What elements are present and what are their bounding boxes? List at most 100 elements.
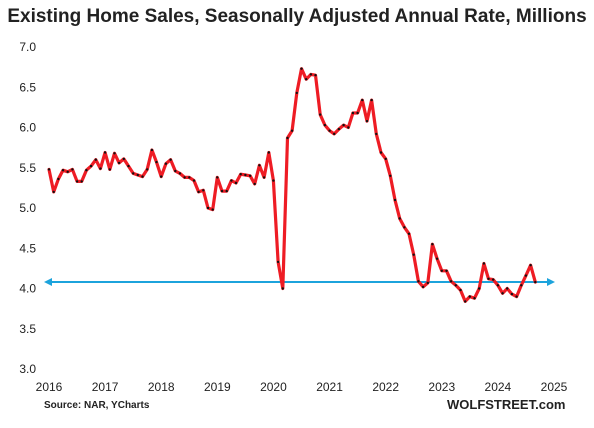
data-point xyxy=(75,180,79,183)
reference-arrow-left xyxy=(44,278,52,287)
data-point xyxy=(524,274,528,277)
data-point xyxy=(239,173,242,176)
data-point xyxy=(319,113,322,116)
data-point xyxy=(389,174,392,177)
data-point xyxy=(117,161,121,165)
data-point xyxy=(300,67,303,70)
x-tick-label: 2017 xyxy=(92,380,119,394)
data-point xyxy=(290,129,294,132)
data-point xyxy=(421,285,425,289)
data-point xyxy=(234,181,238,185)
data-point xyxy=(276,260,280,264)
data-point xyxy=(407,232,411,235)
data-point xyxy=(403,226,406,229)
data-point xyxy=(103,151,107,154)
data-point xyxy=(459,288,462,292)
data-point xyxy=(492,278,495,281)
data-point xyxy=(478,287,481,290)
data-point xyxy=(248,174,252,177)
data-point xyxy=(262,176,266,179)
data-point xyxy=(496,284,500,287)
data-point xyxy=(435,257,439,260)
data-point xyxy=(150,148,154,152)
reference-arrow-right xyxy=(547,278,555,287)
data-point xyxy=(169,158,172,161)
x-tick-label: 2024 xyxy=(485,380,512,394)
data-point xyxy=(333,132,336,136)
data-point xyxy=(183,176,186,179)
data-point xyxy=(192,179,196,182)
data-point xyxy=(164,162,168,165)
data-point xyxy=(510,292,514,296)
y-tick-label: 3.5 xyxy=(19,322,36,336)
data-point xyxy=(487,277,490,280)
data-point xyxy=(47,168,51,171)
series-layer xyxy=(47,67,537,303)
y-tick-label: 5.5 xyxy=(19,161,36,175)
y-tick-label: 6.0 xyxy=(19,121,36,135)
data-point xyxy=(174,169,177,173)
data-point xyxy=(220,189,224,193)
data-point xyxy=(351,111,355,115)
series-line xyxy=(47,67,537,303)
data-point xyxy=(309,73,313,76)
source-note: Source: NAR, YCharts xyxy=(44,400,150,411)
data-point xyxy=(272,179,275,182)
data-point xyxy=(515,295,518,298)
data-point xyxy=(342,123,345,127)
data-point xyxy=(206,206,210,210)
reference-line-layer xyxy=(44,278,555,287)
brand-mark: WOLFSTREET.com xyxy=(447,397,566,412)
x-tick-label: 2020 xyxy=(260,380,287,394)
data-point xyxy=(258,164,261,167)
data-point xyxy=(529,264,532,267)
data-point xyxy=(155,160,158,164)
data-point xyxy=(520,284,523,287)
data-point xyxy=(426,281,429,285)
data-point xyxy=(216,176,219,179)
data-point xyxy=(501,292,504,295)
data-point xyxy=(230,179,233,182)
data-point xyxy=(398,217,401,220)
data-point xyxy=(267,151,270,154)
data-point xyxy=(146,168,149,171)
y-tick-label: 4.5 xyxy=(19,241,36,255)
data-point xyxy=(57,177,60,181)
data-point xyxy=(244,173,247,177)
data-point xyxy=(393,198,397,202)
x-tick-label: 2016 xyxy=(36,380,63,394)
data-point xyxy=(80,180,83,183)
data-point xyxy=(431,243,434,246)
data-point xyxy=(337,127,341,131)
data-point xyxy=(127,164,130,168)
data-point xyxy=(384,157,387,161)
data-point xyxy=(61,169,65,172)
data-point xyxy=(89,164,93,168)
data-point xyxy=(365,119,369,123)
data-point xyxy=(202,189,205,192)
data-point xyxy=(66,170,69,173)
data-point xyxy=(141,175,144,178)
y-axis-tick-labels: 3.0 3.5 4.0 4.5 5.0 5.5 6.0 6.5 7.0 xyxy=(19,40,36,376)
data-point xyxy=(211,208,214,211)
data-point xyxy=(473,297,476,300)
data-point xyxy=(188,176,191,179)
data-point xyxy=(370,98,373,102)
data-point xyxy=(323,123,327,127)
data-point xyxy=(85,169,88,172)
data-point xyxy=(94,158,98,161)
data-point xyxy=(178,172,182,175)
y-tick-label: 4.0 xyxy=(19,282,36,296)
data-point xyxy=(449,280,453,283)
data-point xyxy=(160,175,163,178)
data-point xyxy=(253,182,256,186)
x-tick-label: 2025 xyxy=(541,380,568,394)
data-point xyxy=(71,168,74,171)
chart-title: Existing Home Sales, Seasonally Adjusted… xyxy=(7,6,587,27)
data-point xyxy=(482,262,486,265)
data-point xyxy=(412,253,415,256)
data-point xyxy=(52,190,55,194)
data-point xyxy=(197,190,200,194)
data-point xyxy=(417,280,420,283)
